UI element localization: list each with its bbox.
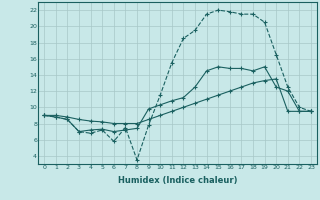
X-axis label: Humidex (Indice chaleur): Humidex (Indice chaleur) <box>118 176 237 185</box>
